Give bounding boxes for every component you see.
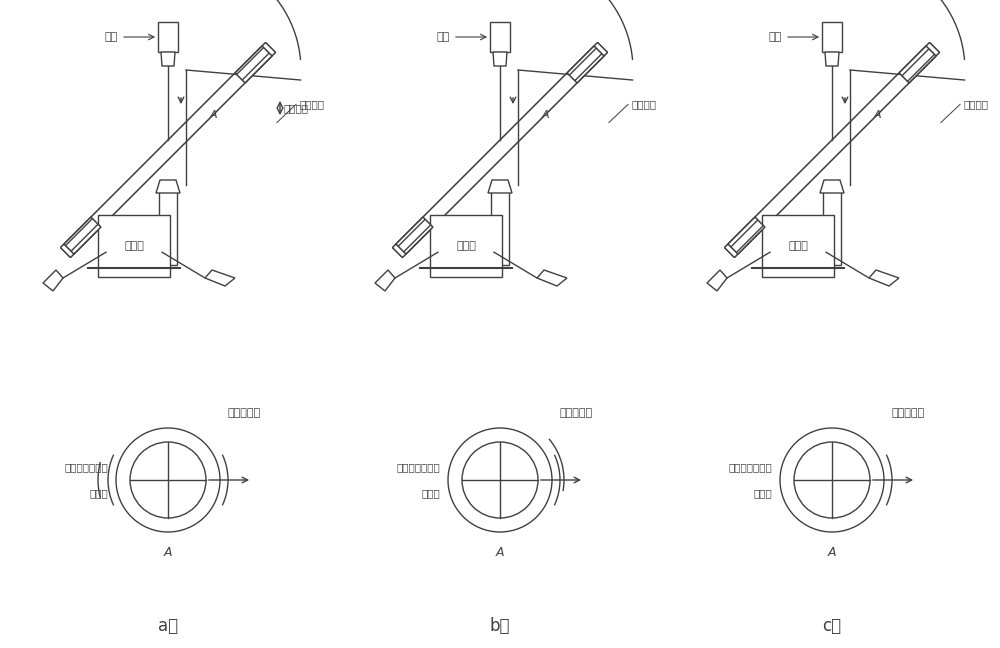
Text: 焊枪: 焊枪 — [769, 32, 782, 42]
Polygon shape — [156, 180, 180, 193]
Polygon shape — [393, 43, 607, 257]
Polygon shape — [493, 52, 507, 66]
Text: 层高增量: 层高增量 — [284, 103, 309, 113]
Text: 变位机: 变位机 — [456, 241, 476, 251]
Bar — [762, 215, 834, 277]
Text: 起弧点与息弧点: 起弧点与息弧点 — [728, 462, 772, 472]
Polygon shape — [61, 43, 275, 257]
Text: 倒斜角度: 倒斜角度 — [631, 99, 656, 110]
Polygon shape — [488, 180, 512, 193]
Polygon shape — [728, 217, 765, 254]
Polygon shape — [725, 43, 939, 257]
Polygon shape — [567, 46, 604, 83]
Polygon shape — [43, 270, 63, 291]
Text: a）: a） — [158, 617, 178, 635]
Text: 重叠量: 重叠量 — [753, 488, 772, 498]
Text: 起弧点与息弧点: 起弧点与息弧点 — [64, 462, 108, 472]
Polygon shape — [707, 270, 727, 291]
Text: A: A — [209, 110, 217, 120]
Text: 变位机转向: 变位机转向 — [228, 408, 261, 418]
Bar — [491, 185, 509, 265]
Polygon shape — [61, 43, 275, 257]
Text: 变位机: 变位机 — [788, 241, 808, 251]
Bar — [823, 185, 841, 265]
Bar — [490, 22, 510, 52]
Text: 重叠量: 重叠量 — [89, 488, 108, 498]
Bar — [159, 185, 177, 265]
Polygon shape — [375, 270, 395, 291]
Polygon shape — [725, 43, 939, 257]
Polygon shape — [825, 52, 839, 66]
Text: A: A — [541, 110, 549, 120]
Text: 焊枪: 焊枪 — [437, 32, 450, 42]
Text: 变位机: 变位机 — [124, 241, 144, 251]
Polygon shape — [899, 46, 936, 83]
Text: 倒斜角度: 倒斜角度 — [299, 99, 324, 110]
Polygon shape — [235, 46, 272, 83]
Text: c）: c） — [822, 617, 842, 635]
Polygon shape — [567, 46, 604, 83]
Polygon shape — [899, 46, 936, 83]
Polygon shape — [161, 52, 175, 66]
Polygon shape — [869, 270, 899, 286]
Bar — [430, 215, 502, 277]
Polygon shape — [396, 217, 433, 254]
Bar — [822, 22, 842, 52]
Text: 焊枪: 焊枪 — [105, 32, 118, 42]
Text: 重叠量: 重叠量 — [421, 488, 440, 498]
Text: 倒斜角度: 倒斜角度 — [963, 99, 988, 110]
Text: A: A — [828, 546, 836, 559]
Polygon shape — [537, 270, 567, 286]
Polygon shape — [205, 270, 235, 286]
Text: 变位机转向: 变位机转向 — [892, 408, 925, 418]
Text: b）: b） — [490, 617, 510, 635]
Bar — [98, 215, 170, 277]
Polygon shape — [235, 46, 272, 83]
Text: 变位机转向: 变位机转向 — [560, 408, 593, 418]
Polygon shape — [64, 217, 101, 254]
Polygon shape — [396, 217, 433, 254]
Polygon shape — [820, 180, 844, 193]
Bar — [158, 22, 178, 52]
Polygon shape — [728, 217, 765, 254]
Polygon shape — [64, 217, 101, 254]
Text: A: A — [496, 546, 504, 559]
Polygon shape — [393, 43, 607, 257]
Text: 起弧点与息弧点: 起弧点与息弧点 — [396, 462, 440, 472]
Text: A: A — [164, 546, 172, 559]
Text: A: A — [873, 110, 881, 120]
